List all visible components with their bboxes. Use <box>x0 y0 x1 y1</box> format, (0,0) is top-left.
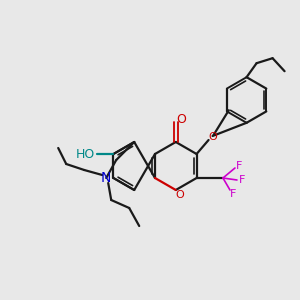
Text: O: O <box>176 113 186 126</box>
Text: O: O <box>176 190 184 200</box>
Text: O: O <box>208 132 217 142</box>
Text: F: F <box>230 189 236 199</box>
Text: F: F <box>239 175 245 185</box>
Text: N: N <box>101 171 111 185</box>
Text: F: F <box>236 161 242 171</box>
Text: HO: HO <box>76 148 95 160</box>
